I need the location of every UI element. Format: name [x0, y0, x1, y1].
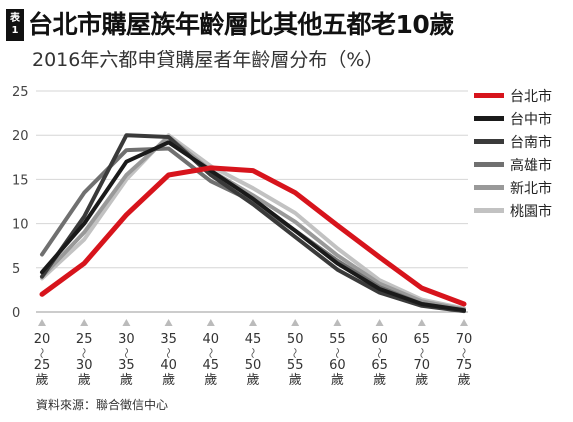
- y-tick-label-5: 5: [12, 262, 20, 277]
- legend-label: 高雄市: [510, 157, 552, 174]
- legend-item: 台南市: [474, 130, 570, 153]
- series-line-台北市: [39, 165, 467, 307]
- x-tick-label-from-0: 20: [34, 332, 51, 347]
- x-tick-label-to-1: 30: [76, 358, 93, 373]
- legend-item: 桃園市: [474, 199, 570, 222]
- x-tick-marker-10: [460, 319, 468, 326]
- x-tick-marker-9: [417, 319, 426, 326]
- x-tick-label-tilde-3: ～: [162, 348, 175, 359]
- x-tick-label-to-9: 70: [414, 358, 431, 373]
- x-tick-label-to-6: 55: [287, 358, 304, 373]
- x-tick-label-tilde-8: ～: [373, 348, 386, 359]
- legend-swatch: [474, 93, 504, 98]
- x-tick-label-from-6: 50: [287, 332, 304, 347]
- x-tick-label-unit-6: 歲: [289, 373, 302, 388]
- x-tick-label-unit-10: 歲: [457, 373, 470, 388]
- x-tick-label-unit-9: 歲: [415, 373, 428, 388]
- chart-title: 台北市購屋族年齡層比其他五都老10歲: [28, 10, 454, 39]
- legend-swatch: [474, 116, 504, 121]
- chart-legend: 台北市台中市台南市高雄市新北市桃園市: [474, 84, 570, 222]
- x-tick-label-to-8: 65: [371, 358, 388, 373]
- legend-item: 新北市: [474, 176, 570, 199]
- legend-label: 台中市: [510, 111, 552, 128]
- x-tick-marker-0: [38, 319, 46, 326]
- legend-item: 高雄市: [474, 153, 570, 176]
- legend-label: 台北市: [510, 88, 552, 105]
- x-tick-label-unit-5: 歲: [246, 373, 259, 388]
- x-tick-label-to-4: 45: [203, 358, 220, 373]
- x-tick-label-tilde-9: ～: [415, 348, 428, 359]
- x-tick-label-from-5: 45: [245, 332, 262, 347]
- series-line-新北市: [40, 135, 466, 312]
- x-tick-label-to-0: 25: [34, 358, 51, 373]
- x-tick-marker-7: [333, 319, 342, 326]
- table-number-badge: 表 1: [6, 9, 24, 41]
- x-tick-marker-3: [164, 319, 173, 326]
- legend-label: 桃園市: [510, 203, 552, 220]
- y-tick-label-25: 25: [12, 85, 29, 100]
- x-tick-label-to-5: 50: [245, 358, 262, 373]
- y-tick-label-20: 20: [12, 129, 29, 144]
- x-tick-label-unit-7: 歲: [331, 373, 344, 388]
- y-tick-label-10: 10: [12, 218, 29, 233]
- x-tick-label-unit-4: 歲: [204, 373, 217, 388]
- series-line-台南市: [40, 133, 466, 314]
- x-tick-marker-5: [249, 319, 257, 326]
- x-tick-label-from-7: 55: [329, 332, 346, 347]
- source-note: 資料來源：聯合徵信中心: [36, 398, 169, 412]
- x-tick-label-unit-1: 歲: [78, 373, 91, 388]
- x-tick-label-tilde-10: ～: [457, 348, 470, 359]
- series-line-桃園市: [40, 133, 466, 311]
- x-tick-marker-2: [122, 319, 131, 326]
- x-tick-label-from-3: 35: [160, 332, 177, 347]
- legend-swatch: [474, 185, 504, 190]
- legend-swatch: [474, 162, 504, 167]
- x-tick-label-unit-3: 歲: [162, 373, 175, 388]
- x-tick-label-tilde-2: ～: [119, 348, 132, 359]
- x-tick-label-tilde-6: ～: [288, 348, 301, 359]
- x-tick-label-tilde-5: ～: [246, 348, 259, 359]
- x-tick-label-to-7: 60: [329, 358, 346, 373]
- legend-item: 台中市: [474, 107, 570, 130]
- badge-number: 1: [11, 25, 19, 36]
- x-tick-marker-4: [206, 319, 215, 326]
- x-tick-label-from-2: 30: [118, 332, 135, 347]
- x-tick-label-to-2: 35: [118, 358, 135, 373]
- x-tick-label-tilde-0: ～: [35, 348, 48, 359]
- y-tick-label-15: 15: [12, 173, 29, 188]
- x-tick-label-unit-0: 歲: [35, 373, 48, 388]
- legend-swatch: [474, 139, 504, 144]
- x-tick-marker-8: [375, 319, 384, 326]
- x-tick-marker-6: [291, 319, 300, 326]
- chart-subtitle: 2016年六都申貸購屋者年齡層分布（%）: [32, 49, 384, 71]
- x-tick-label-tilde-1: ～: [77, 348, 90, 359]
- legend-item: 台北市: [474, 84, 570, 107]
- y-tick-label-0: 0: [12, 306, 20, 321]
- x-tick-label-from-4: 40: [203, 332, 220, 347]
- badge-label: 表: [10, 13, 20, 24]
- x-tick-label-to-10: 75: [456, 358, 473, 373]
- series-line-台中市: [40, 140, 466, 313]
- legend-label: 新北市: [510, 180, 552, 197]
- x-tick-label-tilde-7: ～: [330, 348, 343, 359]
- x-tick-label-from-10: 70: [456, 332, 473, 347]
- x-tick-marker-1: [80, 319, 89, 326]
- legend-swatch: [474, 208, 504, 213]
- x-tick-label-unit-2: 歲: [120, 373, 133, 388]
- x-tick-label-unit-8: 歲: [373, 373, 386, 388]
- x-tick-label-to-3: 40: [160, 358, 177, 373]
- x-tick-label-from-1: 25: [76, 332, 93, 347]
- x-tick-label-from-8: 60: [371, 332, 388, 347]
- x-tick-label-from-9: 65: [414, 332, 431, 347]
- legend-label: 台南市: [510, 134, 552, 151]
- x-tick-label-tilde-4: ～: [204, 348, 217, 359]
